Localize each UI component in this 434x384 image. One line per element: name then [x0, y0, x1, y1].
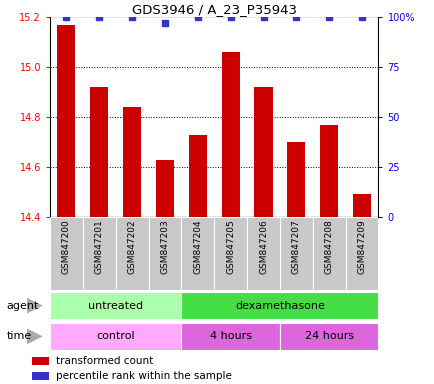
Text: GSM847208: GSM847208 [324, 219, 333, 274]
Text: transformed count: transformed count [56, 356, 153, 366]
Text: time: time [7, 331, 32, 341]
Bar [247, 217, 279, 290]
Bar [32, 357, 49, 365]
Bar [279, 217, 312, 290]
Text: dexamethasone: dexamethasone [234, 301, 324, 311]
Text: GSM847200: GSM847200 [62, 219, 71, 274]
Bar [181, 323, 279, 350]
Bar [279, 323, 378, 350]
Bar [181, 292, 378, 319]
Bar [319, 125, 338, 217]
Title: GDS3946 / A_23_P35943: GDS3946 / A_23_P35943 [132, 3, 296, 16]
Bar [50, 292, 181, 319]
Text: GSM847201: GSM847201 [95, 219, 104, 274]
Bar [221, 52, 239, 217]
Bar [188, 134, 207, 217]
Text: agent: agent [7, 301, 39, 311]
Text: untreated: untreated [88, 301, 143, 311]
Bar [155, 159, 174, 217]
Text: 24 hours: 24 hours [304, 331, 353, 341]
Text: GSM847204: GSM847204 [193, 219, 202, 274]
Text: GSM847209: GSM847209 [357, 219, 366, 274]
Bar [286, 142, 305, 217]
Text: control: control [96, 331, 135, 341]
Bar [90, 87, 108, 217]
Bar [32, 372, 49, 380]
Text: GSM847207: GSM847207 [291, 219, 300, 274]
Polygon shape [27, 298, 43, 313]
Text: 4 hours: 4 hours [209, 331, 251, 341]
Bar [312, 217, 345, 290]
Bar [50, 323, 181, 350]
Text: GSM847206: GSM847206 [258, 219, 267, 274]
Text: GSM847202: GSM847202 [127, 219, 136, 274]
Bar [345, 217, 378, 290]
Bar [254, 87, 272, 217]
Polygon shape [27, 329, 43, 344]
Bar [82, 217, 115, 290]
Bar [352, 195, 370, 217]
Bar [214, 217, 247, 290]
Text: GSM847203: GSM847203 [160, 219, 169, 274]
Bar [123, 107, 141, 217]
Bar [57, 25, 76, 217]
Bar [148, 217, 181, 290]
Bar [115, 217, 148, 290]
Bar [50, 217, 82, 290]
Text: percentile rank within the sample: percentile rank within the sample [56, 371, 231, 381]
Bar [181, 217, 214, 290]
Text: GSM847205: GSM847205 [226, 219, 235, 274]
